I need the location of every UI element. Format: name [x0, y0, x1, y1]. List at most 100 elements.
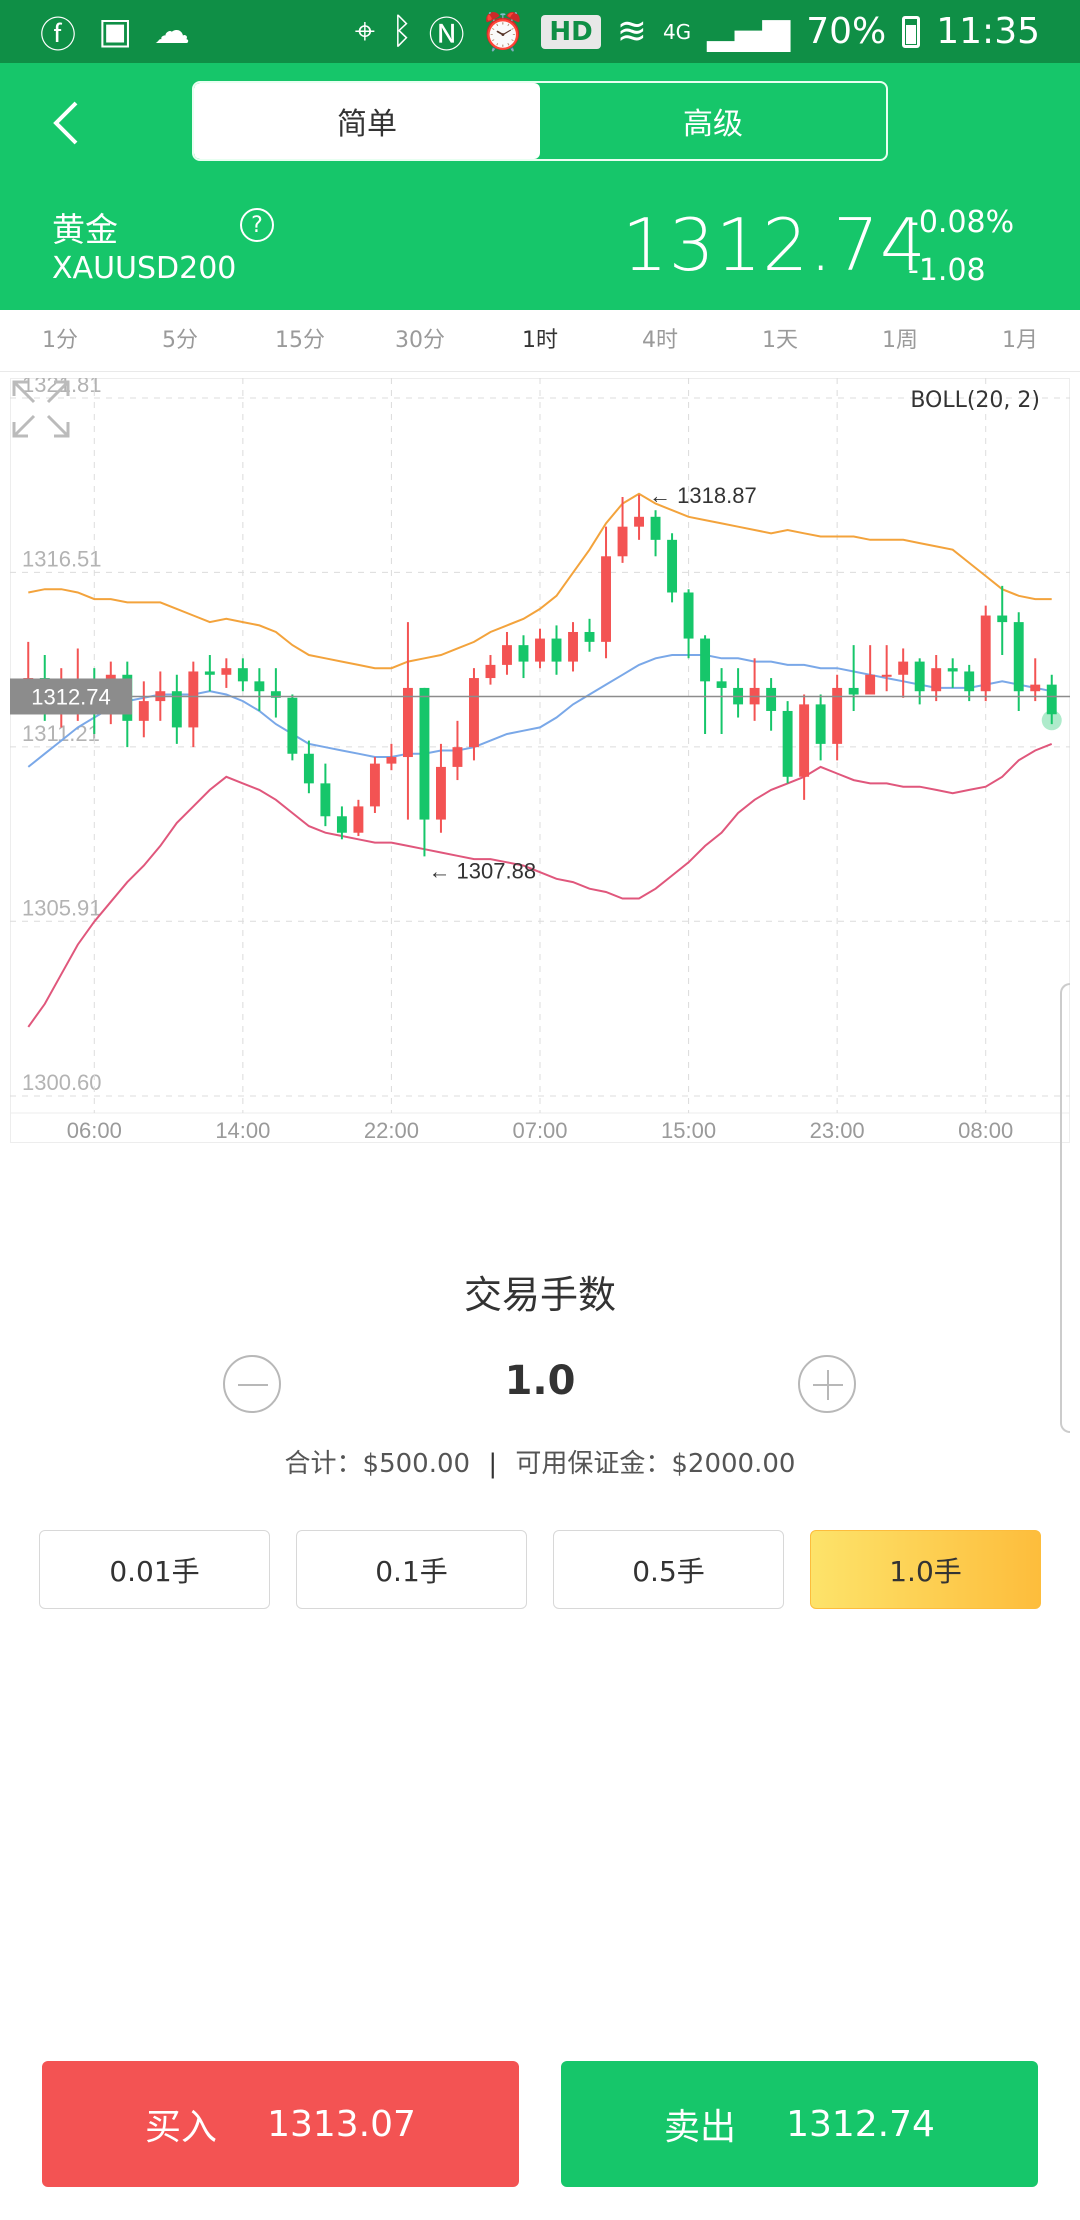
- candle-body: [551, 638, 562, 662]
- sell-label: 卖出: [664, 2107, 737, 2148]
- tab-30min[interactable]: 30分: [395, 328, 445, 353]
- candle-body: [369, 763, 380, 807]
- min-price-marker: ← 1307.88: [428, 858, 536, 883]
- indicator-label: BOLL(20, 2): [910, 388, 1040, 413]
- boll-upper-line: [28, 492, 1052, 670]
- candle-body: [832, 687, 843, 744]
- candle-body: [237, 668, 248, 682]
- trade-summary: 合计：$500.00 | 可用保证金：$2000.00: [0, 1443, 1080, 1480]
- image-notification-icon: ▣: [98, 11, 133, 52]
- clock: 11:35: [936, 11, 1040, 52]
- candle-body: [353, 806, 364, 833]
- live-price-dot: [1041, 710, 1062, 731]
- change-absolute: -1.08: [908, 253, 986, 288]
- boll-middle-line: [27, 654, 1052, 768]
- bluetooth-icon: ᛒ: [390, 11, 413, 52]
- candle-body: [204, 671, 215, 675]
- asset-name: 黄金: [52, 210, 118, 249]
- decrease-lot-button[interactable]: [223, 1355, 281, 1413]
- mode-switch: 简单 高级: [192, 81, 888, 161]
- candle-body: [469, 678, 479, 748]
- increase-lot-button[interactable]: [798, 1355, 856, 1413]
- chart-canvas[interactable]: 1321.811316.511311.211305.911300.6006:00…: [10, 378, 1070, 1148]
- candle-body: [766, 687, 777, 711]
- candle-body: [535, 638, 545, 662]
- x-tick-label: 07:00: [512, 1118, 567, 1143]
- tab-5min[interactable]: 5分: [162, 328, 198, 353]
- lot-option-1-0[interactable]: 1.0手: [810, 1530, 1041, 1609]
- candle-body: [402, 687, 413, 758]
- candle-body: [700, 638, 711, 682]
- candle-body: [650, 516, 661, 540]
- signal-icon: ▂▄▆: [707, 11, 791, 52]
- candlestick-chart[interactable]: 1321.81 1316.51 1311.21 1305.91 1300.60 06:00…: [10, 378, 1070, 1433]
- alarm-icon: ⏰: [480, 11, 526, 53]
- tab-4hour[interactable]: 4时: [642, 328, 678, 353]
- battery-percent: 70%: [806, 11, 887, 52]
- candle-body: [452, 747, 463, 767]
- quote-header: 简单 高级 黄金 ? XAUUSD200 1312.74 -0.08% -1.0…: [0, 63, 1080, 310]
- candle-body: [848, 687, 859, 695]
- current-price-tag-label: 1312.74: [31, 684, 111, 709]
- candle-body: [254, 681, 265, 692]
- candle-body: [518, 645, 529, 662]
- lot-option-0-1[interactable]: 0.1手: [296, 1530, 527, 1609]
- candle-body: [171, 691, 182, 728]
- candle-body: [1046, 684, 1057, 715]
- x-tick-label: 15:00: [661, 1118, 716, 1143]
- location-icon: ⌖: [354, 10, 375, 52]
- x-tick-label: 22:00: [364, 1118, 419, 1143]
- candle-body: [386, 757, 397, 764]
- tab-15min[interactable]: 15分: [275, 328, 325, 353]
- help-icon[interactable]: ?: [240, 208, 274, 242]
- side-drawer-handle[interactable]: [1060, 983, 1070, 1433]
- candle-body: [270, 691, 281, 698]
- weather-notification-icon: ☁: [154, 11, 191, 52]
- total-amount: 合计：$500.00: [284, 1449, 471, 1479]
- sell-button[interactable]: 卖出 1312.74: [561, 2061, 1038, 2187]
- candle-body: [799, 704, 810, 777]
- fullscreen-icon[interactable]: [10, 378, 72, 440]
- tab-1min[interactable]: 1分: [42, 328, 78, 353]
- candle-body: [320, 783, 331, 817]
- current-price: 1312.74: [622, 203, 927, 287]
- buy-button[interactable]: 买入 1313.07: [42, 2061, 519, 2187]
- current-price-tag: [10, 678, 132, 715]
- candle-body: [584, 631, 595, 642]
- candle-body: [336, 816, 347, 833]
- candle-body: [419, 687, 430, 820]
- candle-body: [947, 668, 958, 672]
- lot-option-0-01[interactable]: 0.01手: [39, 1530, 270, 1609]
- asset-code: XAUUSD200: [52, 251, 237, 286]
- tab-1hour[interactable]: 1时: [522, 328, 558, 353]
- y-tick-label: 1300.60: [22, 1070, 102, 1095]
- sell-price: 1312.74: [786, 2103, 935, 2145]
- network-type: 4G: [662, 19, 692, 44]
- segment-simple[interactable]: 简单: [194, 83, 540, 159]
- candle-body: [683, 592, 694, 639]
- tab-1week[interactable]: 1周: [882, 328, 918, 353]
- candle-body: [914, 661, 925, 692]
- candle-body: [502, 645, 512, 665]
- period-tabs: 1分 5分 15分 30分 1时 4时 1天 1周 1月: [0, 310, 1080, 372]
- lot-value: 1.0: [504, 1358, 576, 1404]
- candle-body: [782, 710, 793, 777]
- candle-body: [997, 615, 1008, 623]
- back-arrow-icon[interactable]: [40, 93, 100, 153]
- lot-option-0-5[interactable]: 0.5手: [553, 1530, 784, 1609]
- segment-advanced[interactable]: 高级: [683, 107, 743, 142]
- tab-1month[interactable]: 1月: [1002, 328, 1038, 353]
- candle-body: [601, 556, 611, 642]
- candle-body: [617, 526, 628, 557]
- available-margin: 可用保证金：$2000.00: [515, 1449, 796, 1479]
- x-tick-label: 14:00: [215, 1118, 270, 1143]
- status-bar: ⓕ ▣ ☁ ⌖ ᛒ Ⓝ ⏰ HD ≋ 4G ▂▄▆ 70% 11:35: [0, 0, 1080, 63]
- tab-1day[interactable]: 1天: [762, 328, 798, 353]
- battery-icon: [902, 15, 921, 48]
- candle-body: [881, 674, 892, 677]
- nfc-icon: Ⓝ: [428, 14, 465, 56]
- candle-body: [1013, 622, 1024, 692]
- lot-title: 交易手数: [463, 1273, 616, 1317]
- candle-body: [436, 766, 446, 820]
- candle-body: [1030, 684, 1041, 692]
